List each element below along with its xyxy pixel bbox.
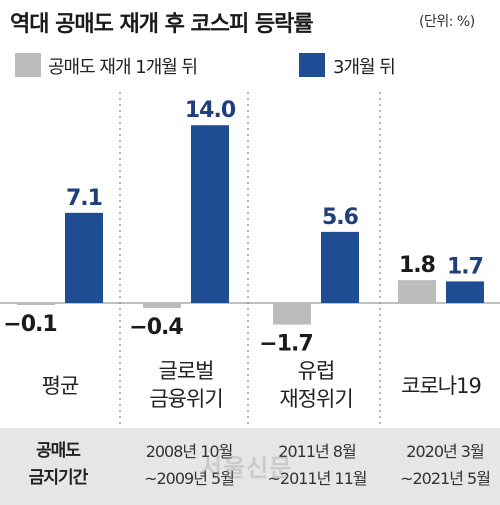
legend-label-1month: 공매도 재개 1개월 뒤 [48, 57, 198, 78]
period-line: 2020년 3월 [406, 442, 484, 461]
period-row-label: 공매도 금지기간 [8, 438, 108, 492]
bar-3month-1 [65, 212, 103, 303]
bar-1month-1 [17, 303, 55, 305]
period-label-line-2: 금지기간 [28, 468, 89, 488]
category-label-3: 유럽 [298, 359, 335, 383]
period-label-line-1: 공매도 [36, 441, 81, 461]
period-line: ~2009년 5월 [144, 469, 235, 488]
data-label-3month-3: 5.6 [322, 205, 359, 230]
category-label-2: 글로벌 [159, 359, 214, 383]
data-label-1month-1: −0.1 [3, 312, 56, 337]
data-label-3month-4: 1.7 [447, 254, 483, 279]
legend-swatch-3month [299, 53, 325, 77]
bar-1month-2 [143, 303, 181, 309]
data-label-1month-3: −1.7 [259, 332, 312, 357]
bar-3month-3 [321, 231, 359, 303]
period-band [0, 428, 500, 505]
category-label-2: 금융위기 [149, 387, 222, 411]
unit-label: (단위: %) [419, 14, 475, 30]
period-line: 2011년 8월 [278, 442, 356, 461]
period-line: ~2011년 11월 [267, 469, 367, 488]
bar-1month-3 [273, 303, 311, 325]
legend-swatch-1month [15, 53, 41, 77]
period-global-crisis: 2008년 10월 ~2009년 5월 [125, 438, 253, 492]
chart-title: 역대 공매도 재개 후 코스피 등락률 [10, 12, 314, 37]
bar-1month-4 [398, 280, 436, 303]
period-line: ~2021년 5월 [400, 469, 491, 488]
data-label-1month-4: 1.8 [399, 253, 435, 278]
data-label-1month-2: −0.4 [129, 315, 183, 340]
period-euro-crisis: 2011년 8월 ~2011년 11월 [253, 438, 381, 492]
data-label-3month-1: 7.1 [66, 186, 102, 211]
data-label-3month-2: 14.0 [185, 98, 236, 123]
legend-label-3month: 3개월 뒤 [333, 57, 396, 78]
category-label-1: 평균 [42, 374, 79, 398]
bar-3month-4 [446, 281, 484, 303]
period-covid: 2020년 3월 ~2021년 5월 [381, 438, 500, 492]
bar-3month-2 [191, 125, 229, 303]
period-line: 2008년 10월 [145, 442, 234, 461]
category-label-4: 코로나19 [401, 374, 481, 398]
category-label-3: 재정위기 [279, 387, 352, 411]
watermark: 서울신문 [200, 454, 293, 482]
